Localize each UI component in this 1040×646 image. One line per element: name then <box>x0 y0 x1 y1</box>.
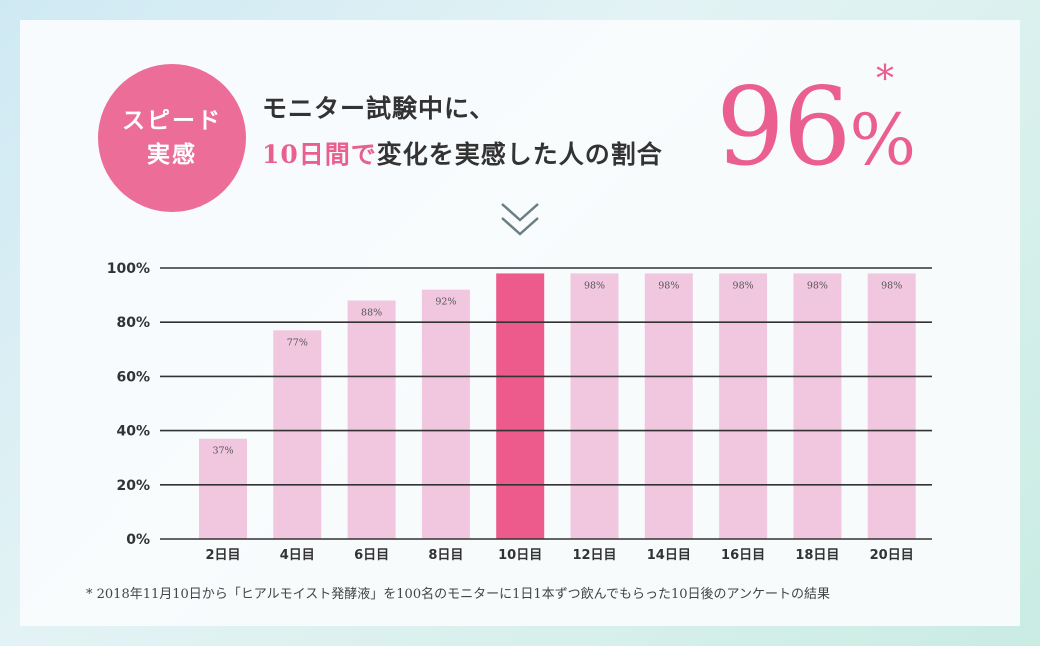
x-tick-label: 14日目 <box>647 548 691 563</box>
x-tick-label: 6日目 <box>354 548 389 563</box>
footnote: * 2018年11月10日から「ヒアルモイスト発酵液」を100名のモニターに1日… <box>86 587 831 602</box>
headline-rest: 変化を実感した人の割合 <box>376 140 663 169</box>
bar-12日目 <box>570 273 619 539</box>
y-tick-label: 60% <box>116 369 150 385</box>
value-label: 92% <box>435 297 456 308</box>
bar-4日目 <box>273 330 322 539</box>
value-label: 98% <box>807 280 828 291</box>
bar-2日目 <box>199 438 247 539</box>
y-tick-label: 100% <box>107 261 150 277</box>
x-tick-label: 4日目 <box>280 548 315 563</box>
bar-20日目 <box>867 273 916 539</box>
x-tick-label: 18日目 <box>795 548 839 563</box>
headline: モニター試験中に、 10日間で変化を実感した人の割合 <box>262 86 663 178</box>
value-label: 98% <box>881 280 902 291</box>
x-tick-label: 16日目 <box>721 548 765 563</box>
big-stat: 96% * <box>716 58 916 198</box>
badge-line2: 実感 <box>147 141 197 168</box>
bar-18日目 <box>793 273 842 539</box>
value-label: 98% <box>733 280 754 291</box>
x-tick-label: 8日目 <box>428 548 463 563</box>
value-label: 98% <box>658 280 679 291</box>
badge-line1: スピード <box>122 107 222 134</box>
chevron-down-icon <box>501 203 539 236</box>
headline-accent: 10日間で <box>262 140 377 169</box>
headline-line1: モニター試験中に、 <box>262 94 496 123</box>
bar-10日目 <box>496 273 545 539</box>
speed-badge: スピード 実感 <box>98 64 246 212</box>
y-tick-label: 40% <box>116 424 150 440</box>
bar-16日目 <box>719 273 768 539</box>
bar-6日目 <box>347 300 396 539</box>
y-tick-label: 0% <box>126 532 150 548</box>
headline-line2: 10日間で変化を実感した人の割合 <box>262 132 663 178</box>
x-tick-label: 2日目 <box>205 548 240 563</box>
value-label: 98% <box>584 280 605 291</box>
bar-14日目 <box>644 273 693 539</box>
x-tick-label: 10日目 <box>498 548 542 563</box>
y-tick-label: 20% <box>116 478 150 494</box>
x-tick-label: 12日目 <box>572 548 616 563</box>
y-tick-label: 80% <box>116 315 150 331</box>
x-tick-label: 20日目 <box>870 548 914 563</box>
value-label: 37% <box>212 446 233 457</box>
bar-8日目 <box>421 289 470 539</box>
big-stat-unit: % <box>849 99 916 181</box>
big-stat-number: 96 <box>716 65 851 190</box>
big-stat-asterisk: * <box>876 59 894 100</box>
value-label: 88% <box>361 308 382 319</box>
value-label: 77% <box>287 337 308 348</box>
